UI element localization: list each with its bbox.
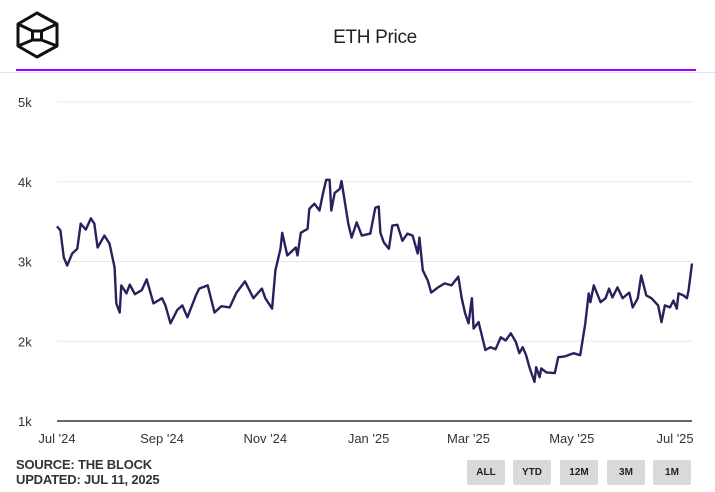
x-tick-label: Sep '24 (140, 431, 184, 446)
chart-title: ETH Price (333, 27, 417, 48)
header-divider (0, 72, 715, 73)
y-axis-ticks: 1k 2k 3k 4k 5k (18, 95, 32, 429)
y-tick-label: 5k (18, 95, 32, 110)
x-axis-ticks: Jul '24 Sep '24 Nov '24 Jan '25 Mar '25 May '… (38, 431, 693, 446)
eth-price-chart: 1k 2k 3k 4k 5k Jul '24 Sep '24 Nov '24 Jan '25 M… (18, 95, 694, 446)
x-tick-label: Jul '25 (656, 431, 693, 446)
the-block-logo (16, 11, 59, 59)
source-note: SOURCE: THE BLOCK UPDATED: JUL 11, 2025 (16, 457, 160, 487)
x-tick-label: Nov '24 (243, 431, 287, 446)
gridlines (57, 101, 692, 342)
y-tick-label: 3k (18, 255, 32, 270)
y-tick-label: 4k (18, 175, 32, 190)
range-button-ytd[interactable]: YTD (513, 460, 551, 485)
header-accent-divider (16, 69, 696, 71)
y-tick-label: 2k (18, 334, 32, 349)
x-tick-label: Jul '24 (38, 431, 75, 446)
range-button-12m[interactable]: 12M (560, 460, 598, 485)
x-tick-label: May '25 (549, 431, 594, 446)
x-tick-label: Mar '25 (447, 431, 490, 446)
range-button-all[interactable]: ALL (467, 460, 505, 485)
y-tick-label: 1k (18, 414, 32, 429)
source-label: SOURCE: THE BLOCK (16, 457, 152, 472)
price-line (56, 178, 694, 384)
range-button-3m[interactable]: 3M (607, 460, 645, 485)
x-tick-label: Jan '25 (348, 431, 390, 446)
updated-label: UPDATED: JUL 11, 2025 (16, 472, 160, 487)
range-button-1m[interactable]: 1M (653, 460, 691, 485)
